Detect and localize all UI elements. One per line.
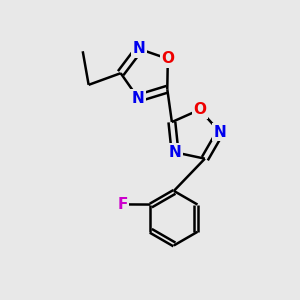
Text: F: F xyxy=(117,197,128,212)
Text: N: N xyxy=(132,91,145,106)
Text: N: N xyxy=(169,145,182,160)
Text: N: N xyxy=(133,41,146,56)
Text: O: O xyxy=(161,51,174,66)
Text: N: N xyxy=(214,125,226,140)
Text: O: O xyxy=(193,102,206,117)
